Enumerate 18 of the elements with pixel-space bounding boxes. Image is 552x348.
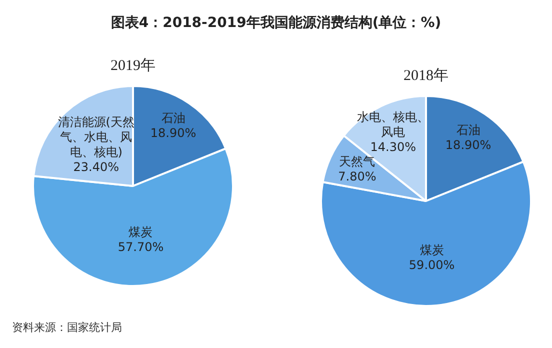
slice-label: 石油 [456, 122, 480, 137]
data-label: 7.80% [338, 169, 376, 184]
chart-title: 2019年 [110, 57, 156, 75]
slice-label: 天然气 [339, 154, 376, 168]
data-label: 23.40% [73, 160, 119, 174]
text: 资料来源：国家统计局 [12, 320, 122, 335]
slice-label: 水电、核电、风电 [357, 110, 430, 140]
data-label: 14.30% [370, 140, 416, 154]
data-label: 18.90% [150, 126, 196, 140]
chart-title: 2018年 [402, 67, 450, 85]
slice-label: 煤炭 [128, 225, 153, 240]
text: 图表4：2018-2019年我国能源消费结构(单位：%) [110, 14, 442, 32]
data-label: 59.00% [408, 258, 455, 272]
data-label: 18.90% [445, 138, 492, 152]
data-label: 57.70% [118, 240, 164, 254]
slice-label: 煤炭 [420, 243, 444, 258]
slice-label: 清洁能源(天然气、水电、风电、核电) [58, 114, 134, 159]
slice-label: 石油 [161, 110, 186, 125]
